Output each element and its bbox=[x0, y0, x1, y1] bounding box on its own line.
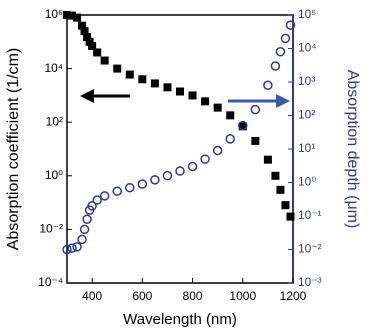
square-marker bbox=[100, 56, 109, 65]
circle-marker bbox=[225, 134, 235, 144]
y2-tick-label: 10⁰ bbox=[298, 175, 316, 189]
circle-marker bbox=[92, 195, 102, 205]
circle-marker bbox=[280, 33, 291, 44]
x-axis-label: Wavelength (nm) bbox=[123, 311, 237, 328]
square-marker bbox=[78, 21, 87, 30]
y2-tick-label: 10⁴ bbox=[298, 41, 317, 55]
square-marker bbox=[188, 91, 197, 100]
circle-marker bbox=[77, 234, 87, 245]
square-marker bbox=[85, 37, 94, 46]
circle-marker bbox=[263, 80, 273, 90]
circle-marker bbox=[112, 186, 122, 196]
square-marker bbox=[68, 11, 77, 20]
x-tick-label: 600 bbox=[132, 289, 152, 303]
circle-marker bbox=[82, 214, 92, 224]
square-marker bbox=[63, 11, 71, 19]
square-marker bbox=[226, 111, 235, 120]
square-marker bbox=[113, 64, 122, 73]
x-tick-label: 400 bbox=[82, 289, 102, 303]
square-marker bbox=[286, 212, 295, 221]
y-tick-label: 10⁶ bbox=[45, 7, 63, 21]
circle-marker bbox=[275, 46, 286, 57]
y2-tick-label: 10¹ bbox=[298, 141, 315, 155]
circle-marker bbox=[270, 61, 281, 71]
x-tick-label: 1200 bbox=[280, 289, 307, 303]
circle-marker bbox=[175, 166, 185, 176]
x-tick-label: 800 bbox=[183, 289, 203, 303]
circle-marker bbox=[137, 179, 148, 189]
right-arrow bbox=[228, 94, 290, 108]
square-marker bbox=[263, 155, 272, 164]
y2-tick-label: 10⁻³ bbox=[298, 275, 322, 289]
circle-marker bbox=[72, 242, 82, 252]
circle-marker bbox=[79, 224, 90, 235]
square-marker bbox=[176, 87, 184, 96]
square-marker bbox=[150, 79, 159, 88]
square-marker bbox=[251, 136, 260, 145]
square-marker bbox=[238, 122, 247, 131]
circle-marker bbox=[238, 120, 248, 131]
square-marker bbox=[73, 13, 82, 22]
y-axis-label: Absorption coefficient (1/cm) bbox=[5, 48, 22, 250]
circle-marker bbox=[285, 20, 296, 30]
square-marker bbox=[281, 201, 290, 210]
circle-marker bbox=[187, 161, 198, 172]
circle-marker bbox=[150, 175, 160, 185]
y2-tick-label: 10⁵ bbox=[298, 7, 316, 21]
left-arrow bbox=[80, 89, 130, 103]
y-tick-label: 10² bbox=[46, 114, 63, 128]
square-marker bbox=[201, 97, 210, 106]
square-marker bbox=[213, 103, 222, 112]
circle-marker bbox=[200, 154, 210, 164]
square-marker bbox=[163, 83, 172, 92]
circle-marker bbox=[162, 170, 173, 181]
square-marker bbox=[88, 41, 97, 50]
circle-marker bbox=[125, 182, 135, 193]
circle-marker bbox=[67, 243, 77, 253]
x-tick-label: 1000 bbox=[229, 289, 256, 303]
y2-tick-label: 10² bbox=[298, 108, 315, 122]
y-tick-label: 10⁻⁴ bbox=[38, 275, 63, 289]
square-marker bbox=[125, 70, 134, 79]
y2-tick-label: 10⁻¹ bbox=[298, 208, 322, 222]
y-tick-label: 10⁰ bbox=[45, 168, 63, 182]
circle-marker bbox=[250, 104, 261, 115]
y-tick-label: 10⁴ bbox=[44, 61, 63, 75]
circle-marker bbox=[212, 145, 223, 156]
square-marker bbox=[276, 185, 285, 194]
circle-marker bbox=[62, 244, 72, 255]
circle-marker bbox=[99, 191, 110, 201]
circle-marker bbox=[87, 201, 97, 211]
square-marker bbox=[83, 33, 92, 42]
y2-axis-label: Absorption depth (μm) bbox=[344, 70, 361, 229]
y2-tick-label: 10³ bbox=[298, 74, 315, 88]
y-tick-label: 10⁻² bbox=[39, 222, 63, 236]
square-marker bbox=[271, 171, 280, 180]
y2-tick-label: 10⁻² bbox=[298, 242, 322, 256]
square-marker bbox=[138, 75, 147, 84]
square-marker bbox=[80, 27, 89, 36]
square-marker bbox=[93, 48, 102, 57]
